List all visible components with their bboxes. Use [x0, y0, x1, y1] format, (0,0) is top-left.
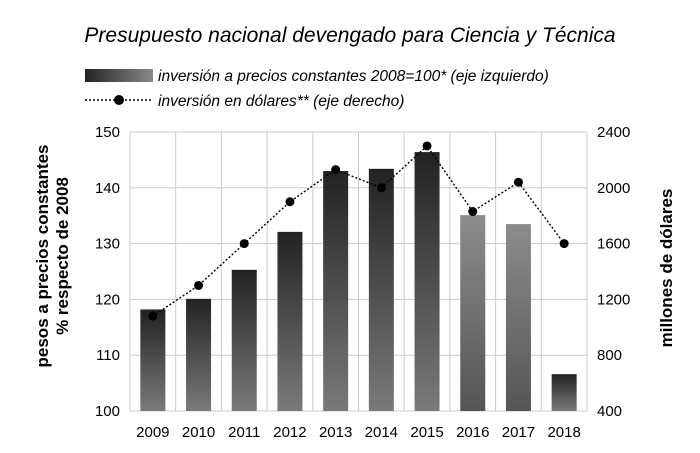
line-point-2015	[422, 141, 432, 151]
left-axis-label-line1: pesos a precios constantes	[33, 145, 52, 368]
right-tick-label: 2400	[597, 124, 630, 141]
right-axis-label: millones de dólares	[657, 189, 676, 348]
right-tick-label: 1200	[597, 291, 630, 308]
right-axis-ticks: 400 800 1200 1600 2000 2400	[597, 124, 630, 420]
legend-line-label: inversión en dólares** (eje derecho)	[158, 93, 404, 110]
line-point-2012	[285, 197, 295, 207]
bar-2013	[323, 171, 349, 411]
line-point-2009	[148, 311, 158, 321]
line-point-2010	[194, 280, 204, 290]
line-point-2013	[331, 165, 341, 175]
x-axis-ticks: 2009 2010 2011 2012 2013 2014 2015 2016 2017 2018	[136, 424, 581, 441]
x-tick-label: 2011	[228, 424, 260, 441]
line-series	[148, 141, 569, 321]
line-point-2017	[513, 177, 523, 187]
x-tick-label: 2016	[456, 424, 489, 441]
x-tick-label: 2017	[502, 424, 535, 441]
left-tick-label: 120	[95, 291, 120, 308]
bar-2012	[277, 231, 303, 411]
left-tick-label: 110	[96, 347, 120, 364]
bar-2015	[414, 152, 440, 411]
line-path	[152, 144, 565, 317]
line-point-2016	[468, 207, 478, 217]
left-tick-label: 140	[95, 180, 120, 197]
legend-bar-label: inversión a precios constantes 2008=100*…	[158, 68, 549, 85]
x-tick-label: 2009	[136, 424, 169, 441]
left-tick-label: 150	[95, 124, 120, 141]
x-tick-label: 2015	[410, 424, 443, 441]
legend-bar-swatch	[85, 69, 153, 82]
bar-2011	[231, 269, 257, 411]
bar-2014	[368, 168, 394, 411]
x-tick-label: 2010	[182, 424, 215, 441]
bar-series	[140, 152, 577, 411]
legend: inversión a precios constantes 2008=100*…	[85, 68, 549, 110]
line-point-2011	[239, 239, 249, 249]
line-point-2014	[376, 183, 386, 193]
gridlines	[129, 131, 588, 412]
bar-2009	[140, 309, 166, 411]
bar-2017	[505, 224, 531, 411]
right-tick-label: 800	[597, 347, 622, 364]
right-tick-label: 400	[597, 403, 622, 420]
x-tick-label: 2012	[273, 424, 306, 441]
bar-2010	[186, 298, 212, 411]
x-tick-label: 2013	[319, 424, 352, 441]
line-point-2018	[559, 239, 569, 249]
left-axis-ticks: 100 110 120 130 140 150	[95, 124, 120, 420]
left-axis-label-line2: % respecto de 2008	[53, 177, 72, 335]
left-tick-label: 100	[95, 403, 120, 420]
chart-title: Presupuesto nacional devengado para Cien…	[84, 24, 615, 47]
x-tick-label: 2014	[365, 424, 398, 441]
x-tick-label: 2018	[547, 424, 580, 441]
right-tick-label: 2000	[597, 180, 630, 197]
right-tick-label: 1600	[597, 236, 630, 253]
legend-line-marker	[114, 95, 124, 105]
left-tick-label: 130	[95, 236, 120, 253]
bar-2016	[460, 215, 486, 411]
bar-2018	[551, 374, 577, 411]
